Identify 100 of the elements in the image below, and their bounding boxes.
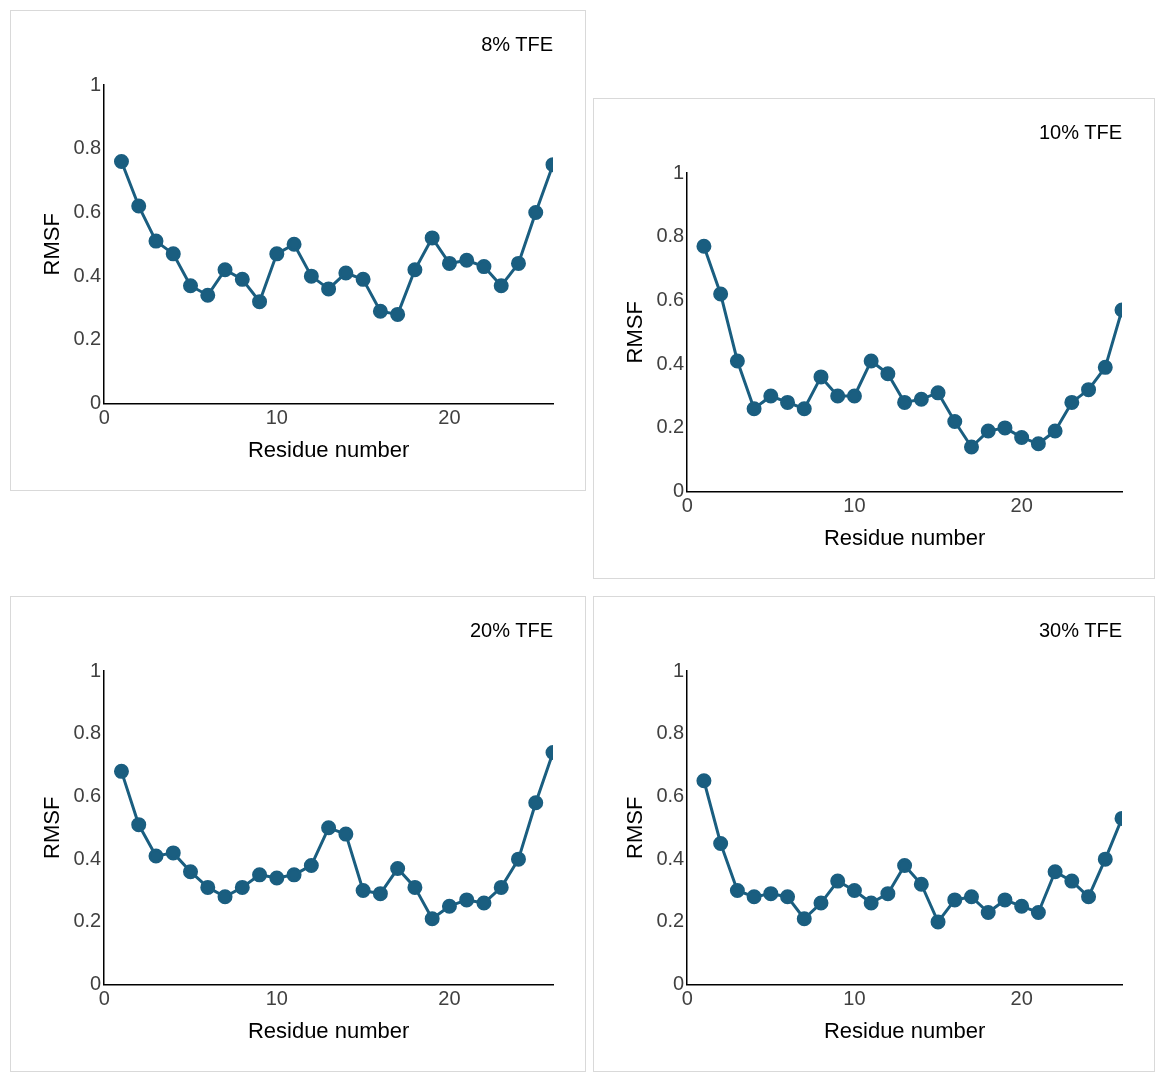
point (813, 369, 829, 385)
x-tick-label: 20 (1010, 494, 1033, 517)
point (493, 879, 509, 895)
point (1030, 436, 1046, 452)
y-tick-label: 0.4 (73, 263, 102, 286)
point (407, 879, 423, 895)
point (913, 391, 929, 407)
x-axis-title: Residue number (247, 1017, 410, 1043)
x-tick-label: 20 (438, 987, 461, 1010)
x-tick-label: 20 (1010, 987, 1033, 1010)
y-axis-title: RMSF (622, 796, 648, 859)
point (183, 278, 199, 294)
point (217, 889, 233, 905)
y-tick-label: 0.8 (73, 136, 102, 159)
point (863, 895, 879, 911)
point (846, 388, 862, 404)
point (1064, 394, 1080, 410)
point (113, 153, 129, 169)
y-tick-label: 0.4 (73, 846, 102, 869)
point (1081, 382, 1097, 398)
point (997, 420, 1013, 436)
point (763, 886, 779, 902)
y-tick-label: 0.8 (656, 721, 685, 744)
x-tick-label: 20 (438, 406, 461, 429)
point (390, 861, 406, 877)
point (930, 914, 946, 930)
point (476, 895, 492, 911)
point (303, 268, 319, 284)
point (510, 255, 526, 271)
point (796, 911, 812, 927)
point (813, 895, 829, 911)
point (846, 883, 862, 899)
point (830, 388, 846, 404)
point (510, 851, 526, 867)
point (234, 271, 250, 287)
point (321, 281, 337, 297)
point (780, 394, 796, 410)
point (963, 439, 979, 455)
y-tick-label: 0.4 (656, 846, 685, 869)
chart-title: 10% TFE (1039, 120, 1122, 143)
point (1064, 873, 1080, 889)
point (763, 388, 779, 404)
y-tick-label: 0.8 (656, 224, 685, 247)
y-tick-label: 0.6 (73, 199, 102, 222)
point (729, 883, 745, 899)
point (424, 911, 440, 927)
point (729, 353, 745, 369)
point (200, 879, 216, 895)
point (980, 904, 996, 920)
point (897, 394, 913, 410)
point (1047, 864, 1063, 880)
point (713, 835, 729, 851)
point (234, 879, 250, 895)
point (183, 864, 199, 880)
y-tick-label: 0.6 (656, 287, 685, 310)
y-tick-label: 1 (673, 658, 685, 681)
y-tick-label: 0.6 (73, 783, 102, 806)
point (131, 198, 147, 214)
point (1081, 889, 1097, 905)
point (372, 303, 388, 319)
point (390, 306, 406, 322)
point (947, 892, 963, 908)
point (252, 294, 268, 310)
point (113, 763, 129, 779)
y-tick-label: 1 (673, 160, 685, 183)
point (696, 238, 712, 254)
y-tick-label: 0.2 (73, 909, 102, 932)
point (355, 883, 371, 899)
point (1047, 423, 1063, 439)
point (980, 423, 996, 439)
point (372, 886, 388, 902)
point (424, 230, 440, 246)
point (148, 233, 164, 249)
point (1030, 904, 1046, 920)
point (148, 848, 164, 864)
point (321, 820, 337, 836)
point (165, 845, 181, 861)
y-tick-label: 0.4 (656, 351, 685, 374)
point (963, 889, 979, 905)
point (947, 414, 963, 430)
chart-title: 20% TFE (470, 618, 553, 641)
point (407, 262, 423, 278)
point (997, 892, 1013, 908)
y-tick-label: 0.2 (656, 909, 685, 932)
point (880, 886, 896, 902)
y-axis-title: RMSF (39, 213, 65, 276)
point (696, 773, 712, 789)
point (131, 817, 147, 833)
x-tick-label: 10 (265, 406, 288, 429)
point (286, 867, 302, 883)
x-tick-label: 10 (265, 987, 288, 1010)
point (338, 265, 354, 281)
point (165, 246, 181, 262)
point (746, 889, 762, 905)
y-axis-title: RMSF (622, 301, 648, 364)
x-tick-label: 10 (843, 494, 866, 517)
point (217, 262, 233, 278)
y-tick-label: 1 (90, 658, 102, 681)
point (269, 870, 285, 886)
point (441, 898, 457, 914)
